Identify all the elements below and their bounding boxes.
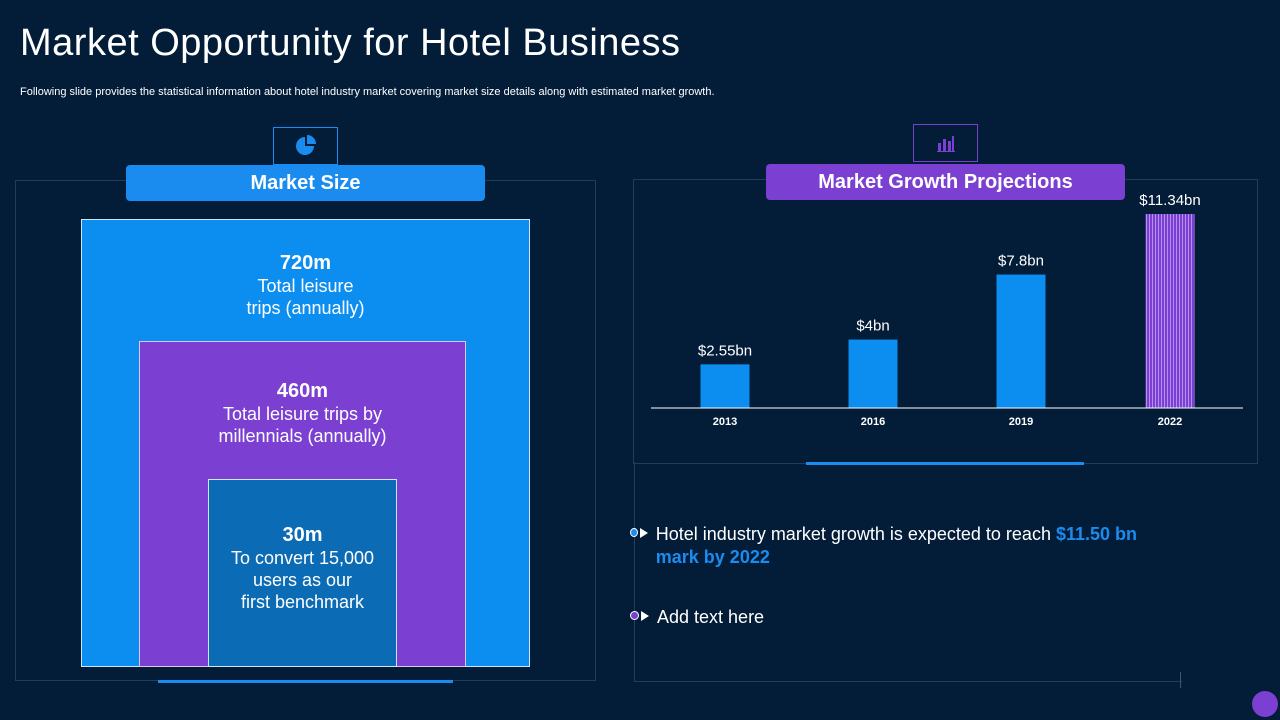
level-3-line2: users as our	[252, 570, 353, 590]
growth-header: Market Growth Projections	[766, 164, 1125, 200]
tick-label-2022: 2022	[1158, 416, 1182, 428]
page-subtitle: Following slide provides the statistical…	[20, 86, 715, 98]
slide-number-dot	[1252, 691, 1278, 717]
level-2-line1: Total leisure trips by	[222, 404, 383, 424]
tick-label-2019: 2019	[1009, 416, 1033, 428]
level-2-line2: millennials (annually)	[218, 426, 387, 446]
bullet-2: Add text here	[630, 606, 764, 629]
bullet-arrow-icon	[641, 611, 649, 621]
data-label-2016: $4bn	[856, 318, 889, 335]
bar-chart-icon-box	[913, 124, 978, 162]
bullet-1-plain: Hotel industry market growth is expected…	[655, 524, 1056, 544]
bullet-1: Hotel industry market growth is expected…	[630, 523, 1150, 569]
level-1-line2: trips (annually)	[246, 298, 365, 318]
growth-underline	[806, 462, 1084, 465]
tick-label-2013: 2013	[713, 416, 737, 428]
market-size-header: Market Size	[126, 165, 485, 201]
level-2-value: 460m	[276, 380, 329, 402]
bullet-2-text: Add text here	[657, 607, 765, 627]
bar-2013	[700, 364, 750, 408]
pie-chart-icon-box	[273, 127, 338, 165]
bullet-arrow-icon	[639, 528, 648, 538]
bullets-frame	[634, 462, 1182, 682]
level-3-line3: first benchmark	[240, 592, 365, 612]
growth-bar-chart: $2.55bn 2013 $4bn 2016 $7.8bn 2019 $11.34bn 202…	[651, 192, 1243, 428]
bar-2016	[848, 339, 898, 408]
pie-chart-icon	[295, 135, 316, 155]
frame-tick	[1180, 672, 1181, 688]
bullet-dot-icon	[630, 528, 638, 537]
bar-2019	[996, 274, 1046, 408]
bar-chart-icon	[936, 136, 955, 152]
data-label-2022: $11.34bn	[1139, 192, 1200, 209]
level-3-line1: To convert 15,000	[230, 548, 375, 568]
page-title: Market Opportunity for Hotel Business	[20, 22, 681, 64]
bullet-dot-icon	[630, 611, 639, 620]
bullet-1-highlight: $11.50 bn mark by 2022	[655, 524, 1138, 567]
market-size-level-3: 30m To convert 15,000 users as our first…	[208, 479, 397, 667]
level-1-value: 720m	[279, 252, 332, 274]
data-label-2019: $7.8bn	[998, 253, 1044, 270]
bullet-1-text: Hotel industry market growth is expected…	[656, 523, 1150, 569]
level-1-line1: Total leisure	[257, 276, 354, 296]
tick-label-2016: 2016	[861, 416, 885, 428]
market-size-underline	[158, 680, 453, 683]
data-label-2013: $2.55bn	[698, 342, 752, 359]
level-3-value: 30m	[282, 524, 323, 546]
bar-2022	[1145, 214, 1195, 408]
